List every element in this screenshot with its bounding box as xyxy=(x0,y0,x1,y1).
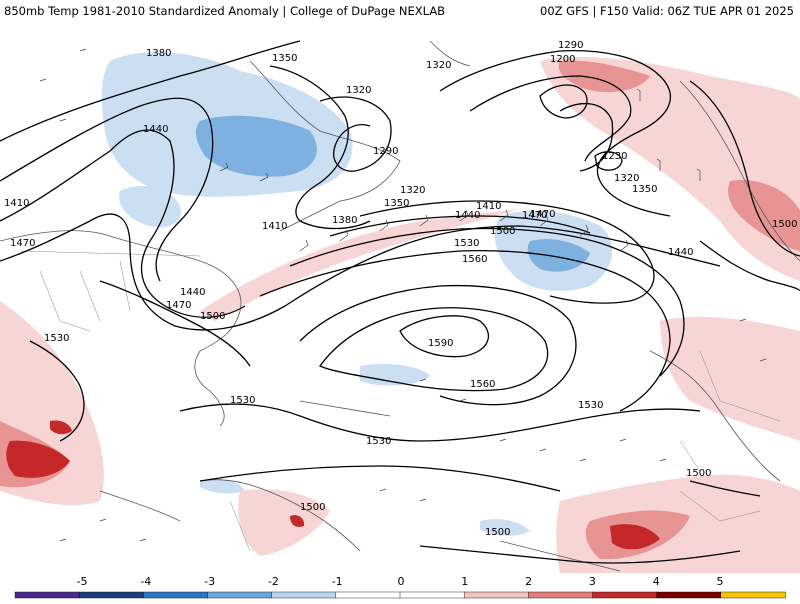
colorbar-swatch xyxy=(656,591,722,599)
contour-label: 1470 xyxy=(10,238,35,249)
contour-label: 1350 xyxy=(272,53,297,64)
height-contours xyxy=(0,40,800,564)
contour-label: 1350 xyxy=(632,184,657,195)
contour-label: 1440 xyxy=(180,287,205,298)
contour-label: 1440 xyxy=(455,210,480,221)
colorbar-swatch xyxy=(271,591,337,599)
contour-label: 1410 xyxy=(476,201,501,212)
colorbar-tick-label: 0 xyxy=(397,575,405,588)
colorbar-tick-label: -2 xyxy=(267,575,279,588)
contour-label: 1530 xyxy=(578,400,603,411)
contour-label: 1560 xyxy=(462,254,487,265)
colorbar-tick-label: 1 xyxy=(461,575,469,588)
contour-label: 1560 xyxy=(470,379,495,390)
contour-label: 1500 xyxy=(300,502,325,513)
contour-label: 1470 xyxy=(530,209,555,220)
colorbar-swatch xyxy=(207,591,273,599)
contour-labels: 1380 1350 1320 1290 1200 1230 1320 1350 … xyxy=(4,40,797,538)
contour-label: 1380 xyxy=(332,215,357,226)
colorbar-swatch xyxy=(335,591,401,599)
contour-label: 1320 xyxy=(346,85,371,96)
colorbar-tick-label: -5 xyxy=(76,575,88,588)
colorbar-tick-label: -3 xyxy=(204,575,216,588)
colorbar-tick-label: -4 xyxy=(140,575,152,588)
contour-label: 1410 xyxy=(262,221,287,232)
colorbar-tick-label: 2 xyxy=(525,575,533,588)
contour-label: 1500 xyxy=(772,219,797,230)
contour-label: 1530 xyxy=(366,436,391,447)
header-bar: 850mb Temp 1981-2010 Standardized Anomal… xyxy=(0,0,800,22)
contour-label: 1320 xyxy=(426,60,451,71)
political-borders xyxy=(19,250,781,552)
colorbar-swatch xyxy=(720,591,786,599)
colorbar-svg xyxy=(14,591,786,599)
cold-anomaly-core xyxy=(195,115,590,272)
contour-label: 1290 xyxy=(558,40,583,51)
contour-label: 1530 xyxy=(44,333,69,344)
colorbar-tick-label: -1 xyxy=(331,575,343,588)
contour-label: 1380 xyxy=(146,48,171,59)
colorbar-swatch xyxy=(143,591,209,599)
contour-label: 1200 xyxy=(550,54,575,65)
colorbar-tick-label: 3 xyxy=(588,575,596,588)
weather-map: 1380 1350 1320 1290 1200 1230 1320 1350 … xyxy=(0,21,800,573)
map-title: 850mb Temp 1981-2010 Standardized Anomal… xyxy=(4,4,446,18)
contour-label: 1500 xyxy=(200,311,225,322)
contour-label: 1530 xyxy=(230,395,255,406)
colorbar-tick-label: 5 xyxy=(716,575,724,588)
contour-label: 1590 xyxy=(428,338,453,349)
wind-barbs xyxy=(39,48,767,542)
contour-label: 1500 xyxy=(686,468,711,479)
contour-label: 1440 xyxy=(668,247,693,258)
colorbar-segments xyxy=(14,591,786,599)
colorbar: -5 -4 -3 -2 -1 0 1 2 3 4 5 xyxy=(0,573,800,600)
contour-label: 1410 xyxy=(4,198,29,209)
warm-anomaly-strong xyxy=(6,420,660,550)
contour-label: 1470 xyxy=(522,210,547,221)
contour-label: 1230 xyxy=(602,151,627,162)
colorbar-tick-label: 4 xyxy=(652,575,660,588)
contour-label: 1530 xyxy=(454,238,479,249)
contour-label: 1290 xyxy=(373,146,398,157)
contour-label: 1500 xyxy=(485,527,510,538)
colorbar-swatch xyxy=(399,591,465,599)
coastlines xyxy=(0,40,800,572)
contour-label: 1500 xyxy=(490,226,515,237)
contour-label: 1350 xyxy=(384,198,409,209)
colorbar-swatch xyxy=(78,591,145,599)
contour-label: 1440 xyxy=(143,124,168,135)
colorbar-swatch xyxy=(14,591,80,599)
colorbar-swatch xyxy=(528,591,594,599)
colorbar-swatch xyxy=(592,591,658,599)
colorbar-swatch xyxy=(463,591,530,599)
contour-label: 1320 xyxy=(400,185,425,196)
contour-label: 1320 xyxy=(614,173,639,184)
contour-label: 1470 xyxy=(166,300,191,311)
model-run-info: 00Z GFS | F150 Valid: 06Z TUE APR 01 202… xyxy=(540,4,794,18)
warm-anomaly-shading xyxy=(0,56,800,573)
